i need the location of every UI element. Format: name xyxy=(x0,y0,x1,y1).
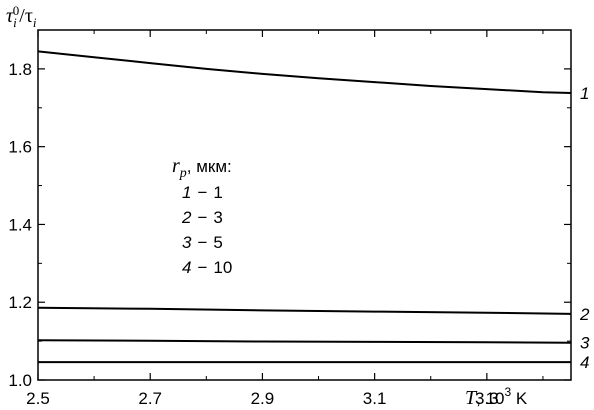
curve-1 xyxy=(37,50,572,94)
y-tick-label: 1.8 xyxy=(8,60,32,79)
y-axis-label-text: τi0/τi xyxy=(6,3,37,30)
y-tick-label: 1.0 xyxy=(8,371,32,390)
x-tick-label: 2.9 xyxy=(251,389,275,408)
curve-3 xyxy=(37,339,572,344)
plot-frame xyxy=(37,29,572,381)
y-tick-label: 1.6 xyxy=(8,138,32,157)
x-axis-label-text: T, 103 K xyxy=(465,385,528,409)
curve-2 xyxy=(37,306,572,315)
x-axis-label: T, 103 K xyxy=(465,385,528,409)
x-tick-label: 2.7 xyxy=(138,389,162,408)
legend-title: rp, мкм: xyxy=(172,155,232,181)
y-tick-label: 1.4 xyxy=(8,215,32,234)
ticks: 2.5 2.7 2.9 3.1 3.3 1.0 1.2 1.4 1.6 1.8 xyxy=(8,30,571,408)
curve-labels: 1 2 34 xyxy=(579,84,590,372)
x-tick-label: 3.3 xyxy=(475,389,499,408)
y-axis-label: τi0/τi xyxy=(6,3,37,30)
x-tick-label: 2.5 xyxy=(26,389,50,408)
curve-label-4: 4 xyxy=(580,353,589,372)
curve-label-2: 2 xyxy=(579,305,590,324)
curve-label-1: 1 xyxy=(580,84,589,103)
legend-entry-1: 1−1 xyxy=(182,183,223,202)
legend-entry-3: 3−5 xyxy=(182,233,223,252)
legend-entry-2: 2−3 xyxy=(181,208,223,227)
curves xyxy=(37,50,572,364)
curve-label-3: 3 xyxy=(580,334,590,353)
y-tick-label: 1.2 xyxy=(8,293,32,312)
legend-entry-4: 4−10 xyxy=(182,258,232,277)
x-tick-label: 3.1 xyxy=(363,389,387,408)
legend: rp, мкм: 1−1 2−3 3−5 4−10 xyxy=(172,155,232,277)
